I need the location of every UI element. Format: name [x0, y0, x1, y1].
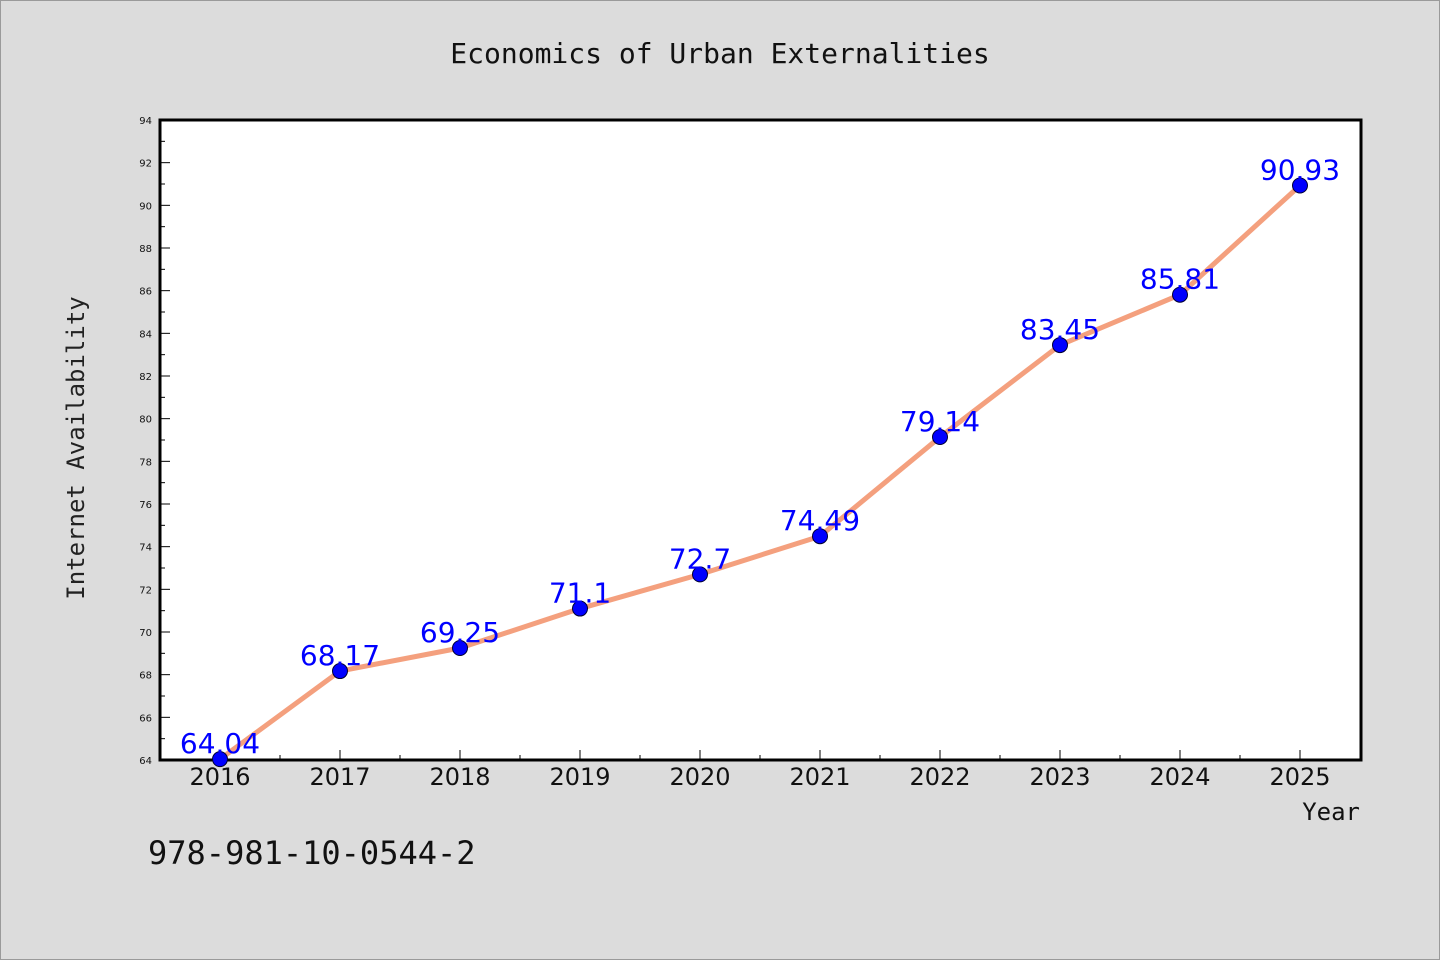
data-point [452, 640, 468, 656]
y-tick-label: 92 [139, 159, 152, 170]
data-point [1172, 286, 1188, 303]
data-point [332, 663, 348, 680]
data-point [932, 429, 948, 446]
x-tick-label: 2016 [189, 763, 250, 791]
chart-title: Economics of Urban Externalities [450, 37, 989, 70]
y-tick-label: 78 [139, 457, 152, 468]
y-tick-label: 84 [139, 329, 152, 340]
data-label: 71.1 [549, 577, 611, 610]
y-tick-label: 70 [139, 628, 152, 639]
data-label: 90.93 [1260, 153, 1340, 186]
data-point [692, 566, 708, 583]
series-line [217, 182, 1303, 762]
x-tick-label: 2024 [1149, 763, 1210, 791]
plot-area [158, 118, 1363, 762]
y-tick-label: 68 [139, 671, 152, 682]
x-tick-label: 2018 [429, 763, 490, 791]
x-tick-label: 2017 [309, 763, 370, 791]
data-labels-group: 64.04 68.17 69.25 71.1 72.7 74.49 79.14 83.45 85… [180, 153, 1340, 760]
x-tick-label: 2019 [549, 763, 610, 791]
isbn-text: 978-981-10-0544-2 [148, 834, 476, 872]
y-tick-label: 76 [139, 500, 152, 511]
data-label: 79.14 [900, 405, 980, 438]
x-tick-label: 2023 [1029, 763, 1090, 791]
data-label: 74.49 [780, 504, 860, 537]
x-tick-label: 2025 [1269, 763, 1330, 791]
y-tick-label: 94 [139, 116, 152, 127]
series-group [212, 177, 1308, 768]
x-axis-label: Year [1302, 798, 1360, 826]
data-label: 68.17 [300, 639, 380, 672]
y-tick-label: 90 [139, 201, 152, 212]
data-point [212, 751, 228, 768]
data-label: 69.25 [420, 616, 500, 649]
y-tick-label: 86 [139, 287, 152, 298]
y-tick-label: 88 [139, 244, 152, 255]
data-point [1052, 337, 1068, 354]
data-label: 64.04 [180, 727, 260, 760]
y-tick-label: 64 [139, 756, 152, 767]
data-point [812, 528, 828, 545]
x-tick-label: 2022 [909, 763, 970, 791]
y-tick-label: 74 [139, 543, 152, 554]
x-tick-label: 2021 [789, 763, 850, 791]
y-axis: 64 66 68 70 72 74 76 78 80 82 84 86 88 90 92 94 [139, 116, 170, 767]
y-axis-label: Internet Availability [62, 296, 90, 599]
data-label: 85.81 [1140, 263, 1220, 296]
y-tick-label: 80 [139, 415, 152, 426]
data-point [1292, 177, 1308, 194]
data-label: 83.45 [1020, 313, 1100, 346]
data-point [572, 600, 588, 617]
y-tick-label: 72 [139, 585, 152, 596]
y-tick-label: 66 [139, 713, 152, 724]
x-tick-label: 2020 [669, 763, 730, 791]
data-label: 72.7 [669, 542, 731, 575]
y-tick-label: 82 [139, 372, 152, 383]
x-axis: 2016 2017 2018 2019 2020 2021 2022 2023 2024 2025 [189, 750, 1331, 791]
